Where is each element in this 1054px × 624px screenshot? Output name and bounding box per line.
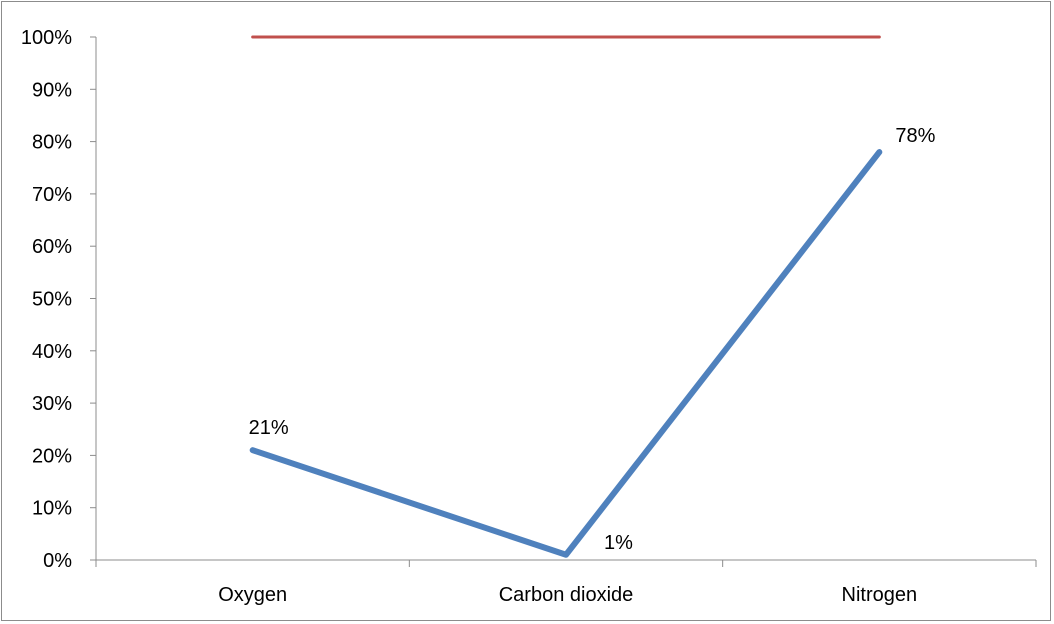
data-label: 1%: [604, 532, 633, 554]
y-tick-label: 70%: [32, 184, 72, 206]
data-label: 21%: [249, 417, 289, 439]
y-tick-label: 80%: [32, 132, 72, 154]
x-tick-label: Oxygen: [218, 584, 287, 606]
data-label: 78%: [895, 125, 935, 147]
x-tick-label: Nitrogen: [842, 584, 918, 606]
y-tick-label: 20%: [32, 445, 72, 467]
series-line-1: [249, 149, 883, 558]
y-tick-label: 100%: [21, 27, 72, 49]
y-tick-label: 90%: [32, 79, 72, 101]
y-tick-label: 40%: [32, 341, 72, 363]
y-tick-label: 50%: [32, 289, 72, 311]
y-tick-label: 30%: [32, 393, 72, 415]
y-tick-label: 10%: [32, 498, 72, 520]
y-tick-label: 60%: [32, 236, 72, 258]
y-tick-label: 0%: [43, 550, 72, 572]
x-tick-label: Carbon dioxide: [499, 584, 634, 606]
